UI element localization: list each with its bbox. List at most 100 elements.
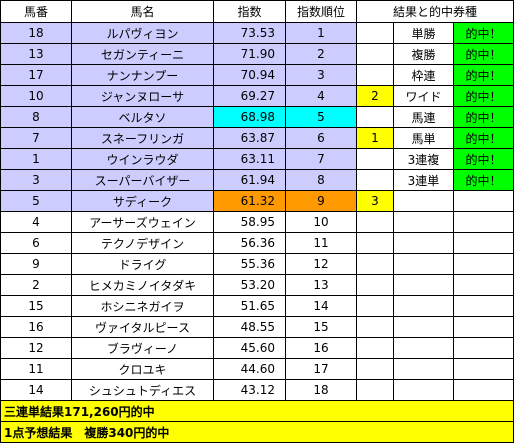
result-position bbox=[356, 169, 394, 191]
horse-name: ドライグ bbox=[71, 253, 214, 275]
horse-name: スネーフリンガ bbox=[71, 127, 214, 149]
hit-status: 的中！ bbox=[452, 22, 514, 44]
bet-type bbox=[393, 253, 454, 275]
index-value: 63.11 bbox=[213, 148, 286, 170]
horse-name: ナンナンプー bbox=[71, 64, 214, 86]
result-position bbox=[356, 253, 394, 275]
summary-row: 1点予想結果 複勝340円的中 bbox=[0, 421, 514, 443]
index-value: 69.27 bbox=[213, 85, 286, 107]
hit-status: 的中！ bbox=[452, 43, 514, 65]
summary-single-pick: 1点予想結果 複勝340円的中 bbox=[0, 421, 514, 443]
horse-name: ルパヴィヨン bbox=[71, 22, 214, 44]
result-position: 2 bbox=[356, 85, 394, 107]
index-value: 43.12 bbox=[213, 379, 286, 401]
horse-number: 9 bbox=[0, 253, 72, 275]
hit-status: 的中！ bbox=[452, 106, 514, 128]
horse-number: 12 bbox=[0, 337, 72, 359]
horse-number: 8 bbox=[0, 106, 72, 128]
index-rank: 10 bbox=[285, 211, 357, 233]
index-rank: 8 bbox=[285, 169, 357, 191]
index-rank: 5 bbox=[285, 106, 357, 128]
table-row: 12 ブラヴィーノ 45.60 16 bbox=[0, 337, 514, 359]
horse-number: 13 bbox=[0, 43, 72, 65]
hit-status bbox=[452, 190, 514, 212]
horse-name: ウインラウダ bbox=[71, 148, 214, 170]
hit-status bbox=[452, 316, 514, 338]
header-row: 馬番 馬名 指数 指数順位 結果と的中券種 bbox=[0, 0, 514, 23]
horse-number: 4 bbox=[0, 211, 72, 233]
horse-number: 17 bbox=[0, 64, 72, 86]
table-row: 13 セガンティーニ 71.90 2 複勝 的中！ bbox=[0, 43, 514, 65]
index-value: 73.53 bbox=[213, 22, 286, 44]
result-position bbox=[356, 211, 394, 233]
hit-status bbox=[452, 337, 514, 359]
index-value: 48.55 bbox=[213, 316, 286, 338]
table-row: 7 スネーフリンガ 63.87 6 1 馬単 的中！ bbox=[0, 127, 514, 149]
bet-type: 枠連 bbox=[393, 64, 454, 86]
index-value: 71.90 bbox=[213, 43, 286, 65]
hit-status bbox=[452, 274, 514, 296]
index-rank: 3 bbox=[285, 64, 357, 86]
summary-trifecta: 三連単結果171,260円的中 bbox=[0, 400, 514, 422]
result-position bbox=[356, 148, 394, 170]
header-index: 指数 bbox=[213, 0, 286, 23]
index-value: 44.60 bbox=[213, 358, 286, 380]
table-row: 17 ナンナンプー 70.94 3 枠連 的中！ bbox=[0, 64, 514, 86]
bet-type bbox=[393, 316, 454, 338]
index-rank: 2 bbox=[285, 43, 357, 65]
bet-type: 馬連 bbox=[393, 106, 454, 128]
horse-number: 6 bbox=[0, 232, 72, 254]
bet-type: 複勝 bbox=[393, 43, 454, 65]
horse-name: セガンティーニ bbox=[71, 43, 214, 65]
table-row: 2 ヒメカミノイタダキ 53.20 13 bbox=[0, 274, 514, 296]
bet-type: 3連複 bbox=[393, 148, 454, 170]
index-rank: 15 bbox=[285, 316, 357, 338]
table-row: 5 サディーク 61.32 9 3 bbox=[0, 190, 514, 212]
horse-number: 7 bbox=[0, 127, 72, 149]
index-rank: 11 bbox=[285, 232, 357, 254]
result-position bbox=[356, 64, 394, 86]
table-row: 6 テクノデザイン 56.36 11 bbox=[0, 232, 514, 254]
bet-type: 馬単 bbox=[393, 127, 454, 149]
header-rank: 指数順位 bbox=[285, 0, 357, 23]
result-position bbox=[356, 232, 394, 254]
index-rank: 7 bbox=[285, 148, 357, 170]
bet-type bbox=[393, 274, 454, 296]
index-value: 53.20 bbox=[213, 274, 286, 296]
horse-number: 5 bbox=[0, 190, 72, 212]
index-value: 61.32 bbox=[213, 190, 286, 212]
bet-type: 単勝 bbox=[393, 22, 454, 44]
header-number: 馬番 bbox=[0, 0, 72, 23]
bet-type bbox=[393, 295, 454, 317]
horse-name: テクノデザイン bbox=[71, 232, 214, 254]
result-position bbox=[356, 316, 394, 338]
result-position bbox=[356, 358, 394, 380]
index-rank: 4 bbox=[285, 85, 357, 107]
table-row: 8 ベルタソ 68.98 5 馬連 的中！ bbox=[0, 106, 514, 128]
horse-number: 2 bbox=[0, 274, 72, 296]
hit-status bbox=[452, 379, 514, 401]
hit-status bbox=[452, 232, 514, 254]
result-position bbox=[356, 295, 394, 317]
index-value: 45.60 bbox=[213, 337, 286, 359]
index-value: 68.98 bbox=[213, 106, 286, 128]
horse-name: アーサーズウェイン bbox=[71, 211, 214, 233]
table-row: 14 シュシュトディエス 43.12 18 bbox=[0, 379, 514, 401]
horse-name: ジャンヌローサ bbox=[71, 85, 214, 107]
bet-type bbox=[393, 379, 454, 401]
horse-number: 3 bbox=[0, 169, 72, 191]
hit-status: 的中！ bbox=[452, 85, 514, 107]
index-value: 58.95 bbox=[213, 211, 286, 233]
summary-body: 三連単結果171,260円的中 1点予想結果 複勝340円的中 bbox=[0, 400, 514, 443]
horse-name: シュシュトディエス bbox=[71, 379, 214, 401]
index-rank: 9 bbox=[285, 190, 357, 212]
table-row: 18 ルパヴィヨン 73.53 1 単勝 的中！ bbox=[0, 22, 514, 44]
table-row: 16 ヴァイタルピース 48.55 15 bbox=[0, 316, 514, 338]
table-row: 15 ホシニネガイヲ 51.65 14 bbox=[0, 295, 514, 317]
index-rank: 18 bbox=[285, 379, 357, 401]
bet-type bbox=[393, 211, 454, 233]
index-rank: 1 bbox=[285, 22, 357, 44]
table-row: 4 アーサーズウェイン 58.95 10 bbox=[0, 211, 514, 233]
